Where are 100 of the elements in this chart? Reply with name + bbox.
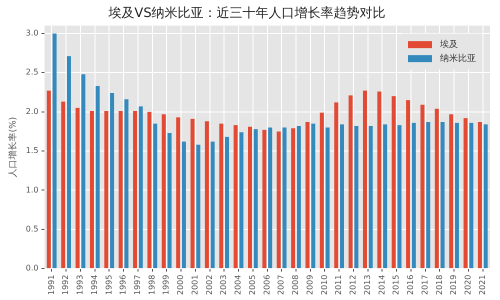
x-tick-label: 1998	[147, 274, 156, 295]
bar	[147, 112, 152, 268]
bar	[368, 126, 373, 268]
bar	[434, 108, 439, 268]
x-tick-label: 2004	[234, 274, 243, 295]
bar	[219, 124, 224, 268]
x-tick-label: 1995	[104, 274, 114, 295]
bar	[334, 102, 338, 268]
bar	[262, 130, 266, 268]
bar	[168, 133, 172, 268]
bar	[196, 144, 200, 268]
bar	[118, 111, 123, 268]
x-tick-label: 2009	[305, 274, 314, 295]
bar	[234, 125, 238, 268]
x-tick-label: 2016	[406, 274, 416, 295]
bar	[76, 108, 80, 268]
x-tick-label: 2020	[464, 274, 473, 295]
bar	[81, 74, 86, 268]
legend-label: 纳米比亚	[440, 52, 476, 64]
x-tick-label: 2017	[420, 274, 430, 295]
x-tick-label: 2021	[478, 274, 487, 295]
bar	[138, 106, 143, 268]
bar	[162, 114, 166, 268]
legend-label: 埃及	[439, 38, 458, 50]
bar	[153, 124, 158, 268]
bar	[412, 122, 416, 268]
x-tick-label: 2018	[434, 274, 444, 295]
bar	[124, 99, 128, 268]
bar	[383, 124, 388, 268]
bar	[104, 111, 108, 268]
bar	[392, 96, 396, 268]
bar	[311, 124, 316, 268]
x-tick-label: 2019	[449, 274, 458, 295]
bar	[449, 114, 454, 268]
y-tick-label: 0.5	[26, 224, 39, 234]
y-tick-label: 2.0	[26, 106, 39, 116]
x-tick-label: 2014	[377, 274, 386, 295]
bar	[348, 95, 353, 268]
bar	[484, 124, 488, 268]
x-tick-label: 2002	[204, 274, 214, 295]
bar	[248, 126, 252, 268]
bar	[362, 90, 367, 268]
y-tick-label: 3.0	[26, 28, 39, 38]
bar	[46, 90, 51, 268]
x-tick-label: 2006	[262, 274, 272, 295]
chart-title: 埃及VS纳米比亚：近三十年人口增长率趋势对比	[107, 5, 386, 22]
x-tick-label: 1992	[61, 274, 70, 295]
bar	[210, 142, 215, 268]
bar	[305, 122, 310, 268]
bar	[478, 122, 482, 268]
bar	[268, 128, 272, 268]
bar	[291, 128, 296, 268]
bar	[96, 86, 100, 268]
x-tick-label: 2008	[291, 274, 300, 295]
bar	[464, 118, 468, 268]
bar	[326, 128, 330, 268]
x-tick-label: 2015	[392, 274, 401, 295]
x-tick-label: 2000	[176, 274, 186, 295]
x-tick-label: 2013	[362, 274, 372, 295]
x-tick-label: 2007	[276, 274, 286, 295]
x-tick-label: 1997	[133, 274, 142, 295]
bar	[296, 126, 301, 268]
bar	[420, 104, 424, 268]
bar	[176, 117, 180, 268]
bar	[469, 122, 474, 268]
bar	[397, 125, 402, 268]
bar	[340, 124, 344, 268]
x-tick-label: 2010	[320, 274, 329, 295]
bar	[454, 122, 459, 268]
bar	[276, 131, 281, 268]
x-tick-label: 2001	[190, 274, 200, 295]
bar	[225, 136, 230, 268]
bar	[66, 56, 71, 268]
y-tick-label: 1.5	[26, 146, 39, 156]
y-tick-label: 0.0	[26, 264, 39, 273]
bar	[354, 126, 358, 268]
x-tick-label: 1993	[76, 274, 85, 295]
bar	[61, 102, 66, 268]
x-tick-label: 1991	[46, 274, 56, 295]
bar	[440, 122, 445, 268]
bar	[254, 129, 258, 268]
bar	[110, 93, 114, 268]
x-tick-label: 2003	[219, 274, 228, 295]
bar	[204, 121, 209, 268]
bar	[133, 111, 138, 268]
x-tick-label: 2011	[334, 274, 344, 295]
y-tick-label: 1.0	[26, 185, 39, 194]
bar	[320, 112, 324, 268]
bar	[182, 142, 186, 268]
bar	[52, 33, 57, 268]
y-axis-title: 人口增长率(%)	[8, 116, 19, 178]
bar	[282, 128, 287, 268]
bar	[90, 111, 94, 268]
bar	[239, 132, 244, 268]
bar	[426, 122, 430, 268]
x-tick-label: 2012	[348, 274, 358, 295]
bar	[406, 100, 410, 268]
bar	[377, 91, 382, 268]
x-tick-label: 2005	[248, 274, 257, 295]
x-tick-label: 1996	[118, 274, 128, 295]
